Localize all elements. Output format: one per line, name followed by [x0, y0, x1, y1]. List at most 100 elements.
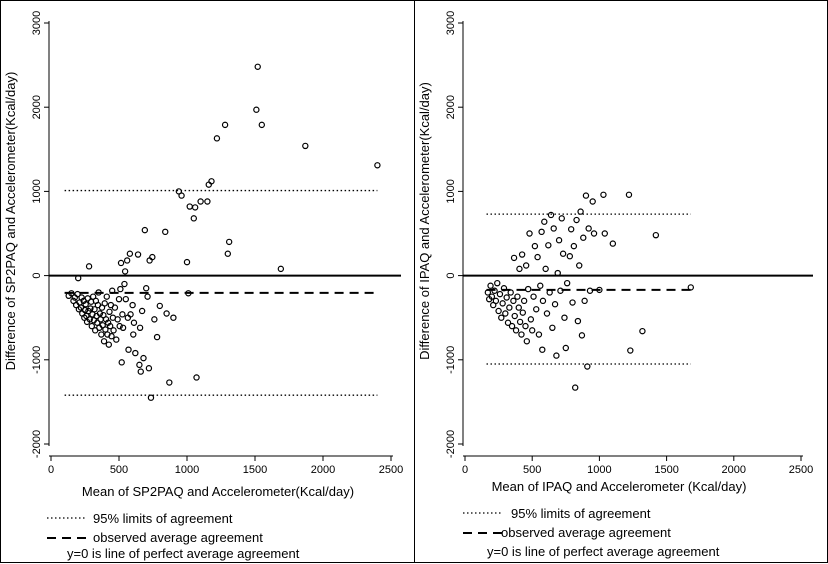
y-tick-label: -2000 [31, 430, 43, 458]
y-tick-label: 3000 [445, 11, 457, 35]
data-point [522, 322, 529, 330]
data-point [119, 324, 127, 332]
data-point [551, 301, 559, 308]
data-point [558, 215, 565, 222]
data-point [484, 289, 492, 296]
data-point [98, 331, 105, 338]
data-point [132, 349, 139, 357]
data-point [567, 226, 575, 233]
data-point [516, 318, 524, 326]
data-point [596, 286, 603, 294]
data-point [609, 240, 617, 247]
data-point [498, 314, 505, 321]
data-point [166, 379, 173, 386]
data-point [590, 230, 598, 237]
legend: 95% limits of agreement observed average… [47, 511, 300, 561]
data-point [111, 304, 119, 311]
data-point [106, 308, 113, 316]
y-tick-label: 1000 [31, 179, 43, 203]
data-point [151, 316, 158, 323]
data-point [91, 306, 98, 313]
data-point [116, 322, 123, 330]
data-point [117, 259, 125, 267]
data-point [652, 231, 660, 239]
data-point [577, 208, 584, 215]
legend-item-zero-line: y=0 is line of perfect average agreement [487, 544, 720, 559]
x-tick-label: 0 [462, 464, 468, 476]
data-point [183, 258, 191, 266]
data-point [499, 300, 506, 307]
x-tick-label: 1500 [654, 464, 678, 476]
data-point [520, 297, 528, 305]
data-point [566, 253, 574, 260]
data-point [581, 297, 588, 305]
data-point [535, 331, 543, 338]
data-point [589, 198, 596, 205]
data-point [130, 319, 138, 326]
data-point [512, 327, 520, 334]
data-point [225, 238, 233, 246]
x-tick-label: 2500 [379, 464, 403, 476]
data-point [516, 265, 523, 273]
data-point [115, 295, 123, 303]
data-point [142, 285, 150, 292]
data-point [515, 304, 522, 311]
data-point [117, 285, 124, 293]
y-tick-label: 0 [31, 273, 43, 279]
data-point [561, 314, 568, 321]
legend-item-average: observed average agreement [93, 530, 263, 545]
data-point [514, 293, 521, 300]
panel-ipaq: -2000 -1000 0 1000 2000 3000 0 500 1000 1500 2000… [414, 0, 828, 563]
data-point [137, 368, 144, 375]
data-point [114, 316, 121, 323]
data-point [108, 333, 115, 340]
data-point [531, 242, 539, 250]
data-point [496, 290, 504, 298]
data-point [627, 347, 634, 354]
x-tick-label: 2000 [311, 464, 335, 476]
data-point [130, 331, 137, 338]
x-tick-label: 2500 [789, 464, 813, 476]
data-point [518, 331, 525, 338]
data-point [534, 253, 541, 261]
data-point [113, 336, 120, 343]
data-point [110, 327, 117, 334]
legend-item-zero-line: y=0 is line of perfect average agreement [67, 546, 300, 561]
data-point [204, 198, 211, 205]
data-point [144, 293, 151, 300]
data-point [578, 332, 586, 339]
data-point [224, 250, 231, 257]
data-point [126, 250, 134, 257]
data-point [549, 324, 556, 332]
data-point [87, 305, 94, 312]
data-point [74, 274, 82, 282]
x-axis-title: Mean of IPAQ and Accelerometer (Kcal/day… [492, 479, 747, 494]
data-point [546, 289, 553, 296]
data-point [584, 363, 591, 370]
data-point [687, 284, 694, 291]
data-point [550, 225, 557, 232]
data-point [129, 301, 136, 309]
data-point [538, 228, 545, 236]
data-point [562, 344, 569, 352]
data-point [68, 290, 75, 297]
data-point [506, 304, 513, 311]
data-point [193, 374, 200, 381]
data-point [186, 203, 193, 210]
x-tick-label: 1000 [175, 464, 199, 476]
data-point [507, 289, 514, 296]
x-tick-label: 2000 [722, 464, 746, 476]
data-point [108, 287, 116, 294]
x-tick-label: 500 [110, 464, 128, 476]
data-point [495, 307, 502, 315]
data-point [85, 263, 93, 270]
x-tick-label: 1500 [243, 464, 267, 476]
data-point [156, 302, 163, 310]
x-tick-label: 0 [48, 464, 54, 476]
data-point [101, 300, 108, 307]
data-point [163, 310, 170, 317]
data-point [503, 294, 510, 301]
data-point [528, 327, 536, 334]
x-axis-title: Mean of SP2PAQ and Accelerometer(Kcal/da… [82, 484, 354, 499]
data-point [208, 178, 215, 185]
